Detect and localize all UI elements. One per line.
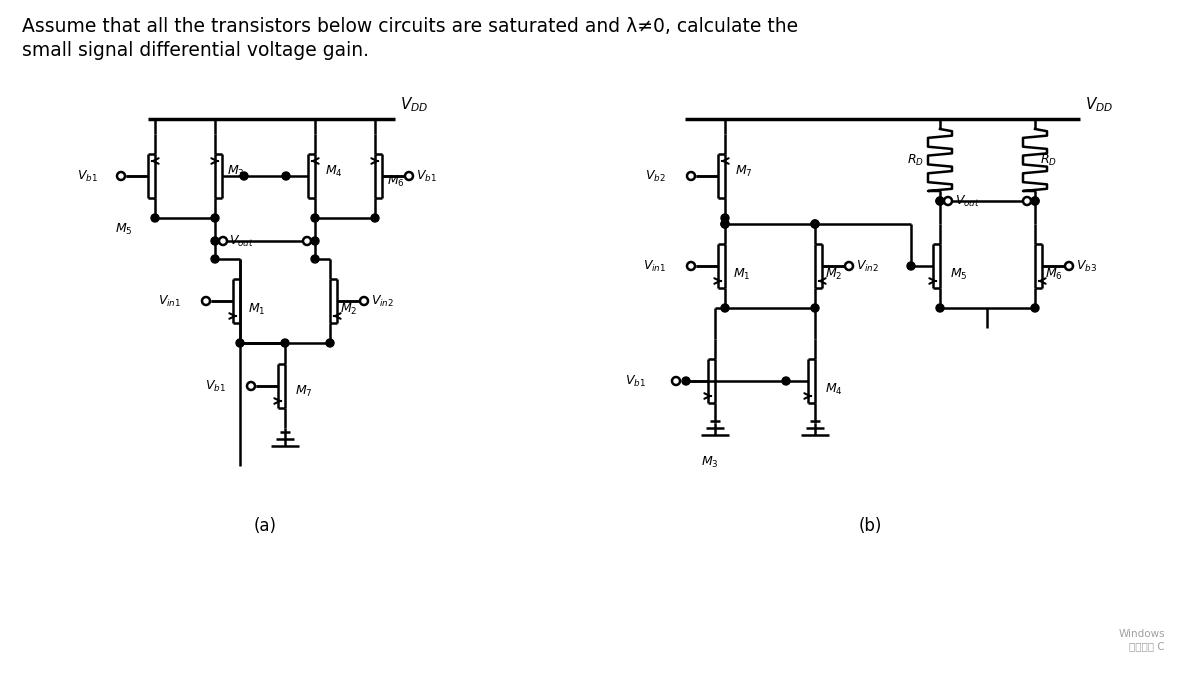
- Text: $V_{DD}$: $V_{DD}$: [400, 95, 428, 114]
- Text: $M_6$: $M_6$: [1045, 266, 1063, 281]
- Circle shape: [282, 172, 290, 180]
- Text: $V_{b3}$: $V_{b3}$: [1076, 259, 1097, 274]
- Text: $V_{DD}$: $V_{DD}$: [1085, 95, 1113, 114]
- Text: $V_{b1}$: $V_{b1}$: [206, 379, 226, 394]
- Circle shape: [944, 197, 952, 205]
- Text: $M_4$: $M_4$: [825, 381, 843, 396]
- Circle shape: [845, 262, 853, 270]
- Circle shape: [247, 382, 255, 390]
- Text: $M_5$: $M_5$: [116, 222, 134, 237]
- Text: $V_{b1}$: $V_{b1}$: [416, 168, 437, 184]
- Text: (b): (b): [858, 517, 882, 535]
- Circle shape: [311, 255, 319, 263]
- Circle shape: [371, 214, 379, 222]
- Circle shape: [1031, 304, 1039, 312]
- Text: $V_{b1}$: $V_{b1}$: [625, 373, 647, 389]
- Circle shape: [303, 237, 311, 245]
- Circle shape: [240, 172, 248, 180]
- Circle shape: [202, 297, 210, 305]
- Text: $M_2$: $M_2$: [825, 266, 843, 281]
- Text: $V_{in1}$: $V_{in1}$: [643, 259, 665, 274]
- Text: $M_6$: $M_6$: [387, 174, 404, 189]
- Text: $V_{in2}$: $V_{in2}$: [856, 259, 879, 274]
- Circle shape: [936, 197, 944, 205]
- Circle shape: [682, 377, 690, 385]
- Circle shape: [936, 197, 944, 205]
- Circle shape: [281, 339, 290, 347]
- Circle shape: [782, 377, 790, 385]
- Text: $V_{out}$: $V_{out}$: [229, 234, 254, 249]
- Circle shape: [311, 214, 319, 222]
- Circle shape: [212, 237, 219, 245]
- Text: $M_1$: $M_1$: [248, 302, 266, 317]
- Circle shape: [219, 237, 227, 245]
- Text: $V_{b1}$: $V_{b1}$: [77, 168, 98, 184]
- Text: Windows
설정으로 C: Windows 설정으로 C: [1118, 629, 1165, 651]
- Circle shape: [721, 304, 729, 312]
- Text: $R_D$: $R_D$: [907, 153, 924, 168]
- Circle shape: [811, 220, 819, 228]
- Circle shape: [1022, 197, 1031, 205]
- Text: $M_3$: $M_3$: [227, 163, 245, 178]
- Text: small signal differential voltage gain.: small signal differential voltage gain.: [22, 42, 369, 61]
- Circle shape: [236, 339, 243, 347]
- Circle shape: [117, 172, 125, 180]
- Circle shape: [811, 304, 819, 312]
- Circle shape: [212, 255, 219, 263]
- Text: $M_3$: $M_3$: [701, 455, 719, 470]
- Text: $V_{in2}$: $V_{in2}$: [371, 294, 394, 308]
- Circle shape: [1031, 197, 1039, 205]
- Circle shape: [151, 214, 160, 222]
- Circle shape: [907, 262, 915, 270]
- Circle shape: [936, 304, 944, 312]
- Text: Assume that all the transistors below circuits are saturated and λ≠0, calculate : Assume that all the transistors below ci…: [22, 16, 798, 35]
- Text: $M_7$: $M_7$: [735, 163, 753, 178]
- Text: $M_4$: $M_4$: [325, 163, 343, 178]
- Circle shape: [405, 172, 413, 180]
- Text: $M_7$: $M_7$: [296, 383, 313, 398]
- Text: $V_{in1}$: $V_{in1}$: [157, 294, 181, 308]
- Circle shape: [721, 220, 729, 228]
- Text: (a): (a): [253, 517, 277, 535]
- Text: $V_{out}$: $V_{out}$: [955, 193, 980, 208]
- Circle shape: [311, 237, 319, 245]
- Text: $R_D$: $R_D$: [1040, 153, 1057, 168]
- Text: $M_2$: $M_2$: [340, 302, 357, 317]
- Circle shape: [1065, 262, 1073, 270]
- Circle shape: [673, 377, 680, 385]
- Circle shape: [212, 214, 219, 222]
- Circle shape: [326, 339, 335, 347]
- Circle shape: [687, 172, 695, 180]
- Text: $V_{b2}$: $V_{b2}$: [645, 168, 665, 184]
- Circle shape: [361, 297, 368, 305]
- Circle shape: [687, 262, 695, 270]
- Text: $M_1$: $M_1$: [733, 266, 751, 281]
- Circle shape: [1031, 197, 1039, 205]
- Circle shape: [811, 220, 819, 228]
- Text: $M_5$: $M_5$: [950, 266, 968, 281]
- Circle shape: [721, 214, 729, 222]
- Circle shape: [721, 220, 729, 228]
